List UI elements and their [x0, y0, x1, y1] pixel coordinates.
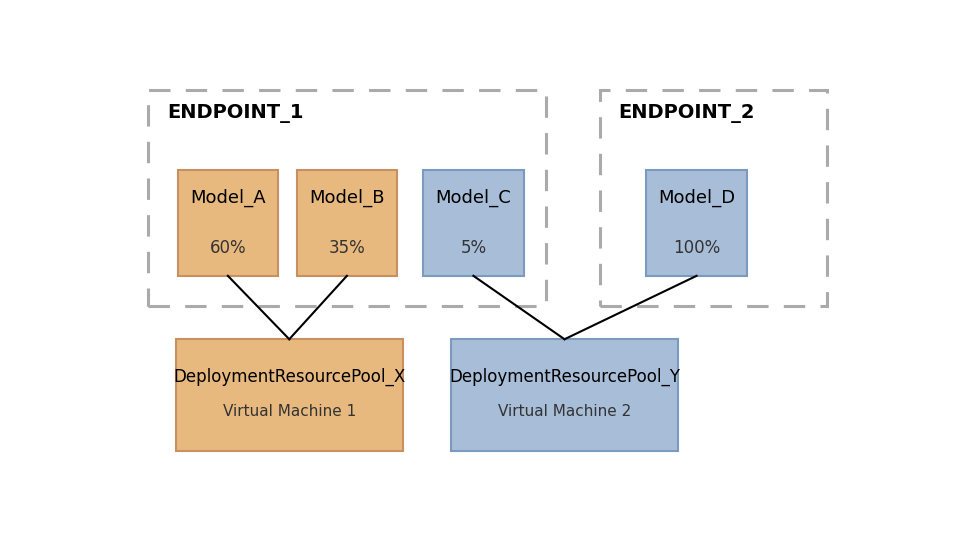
- Text: 60%: 60%: [209, 239, 246, 257]
- Text: DeploymentResourcePool_Y: DeploymentResourcePool_Y: [449, 368, 680, 386]
- FancyBboxPatch shape: [423, 170, 523, 276]
- Text: Virtual Machine 1: Virtual Machine 1: [223, 404, 356, 420]
- Text: DeploymentResourcePool_X: DeploymentResourcePool_X: [173, 368, 405, 386]
- Text: 35%: 35%: [328, 239, 366, 257]
- Text: Virtual Machine 2: Virtual Machine 2: [498, 404, 631, 420]
- Text: 100%: 100%: [673, 239, 720, 257]
- FancyBboxPatch shape: [176, 339, 403, 451]
- Text: Model_D: Model_D: [658, 188, 735, 207]
- FancyBboxPatch shape: [451, 339, 678, 451]
- Text: Model_C: Model_C: [436, 188, 512, 207]
- Text: ENDPOINT_1: ENDPOINT_1: [167, 104, 303, 123]
- Text: ENDPOINT_2: ENDPOINT_2: [618, 104, 755, 123]
- FancyBboxPatch shape: [178, 170, 278, 276]
- Text: Model_B: Model_B: [309, 188, 385, 207]
- FancyBboxPatch shape: [646, 170, 747, 276]
- FancyBboxPatch shape: [297, 170, 397, 276]
- Text: Model_A: Model_A: [190, 188, 266, 207]
- Text: 5%: 5%: [461, 239, 487, 257]
